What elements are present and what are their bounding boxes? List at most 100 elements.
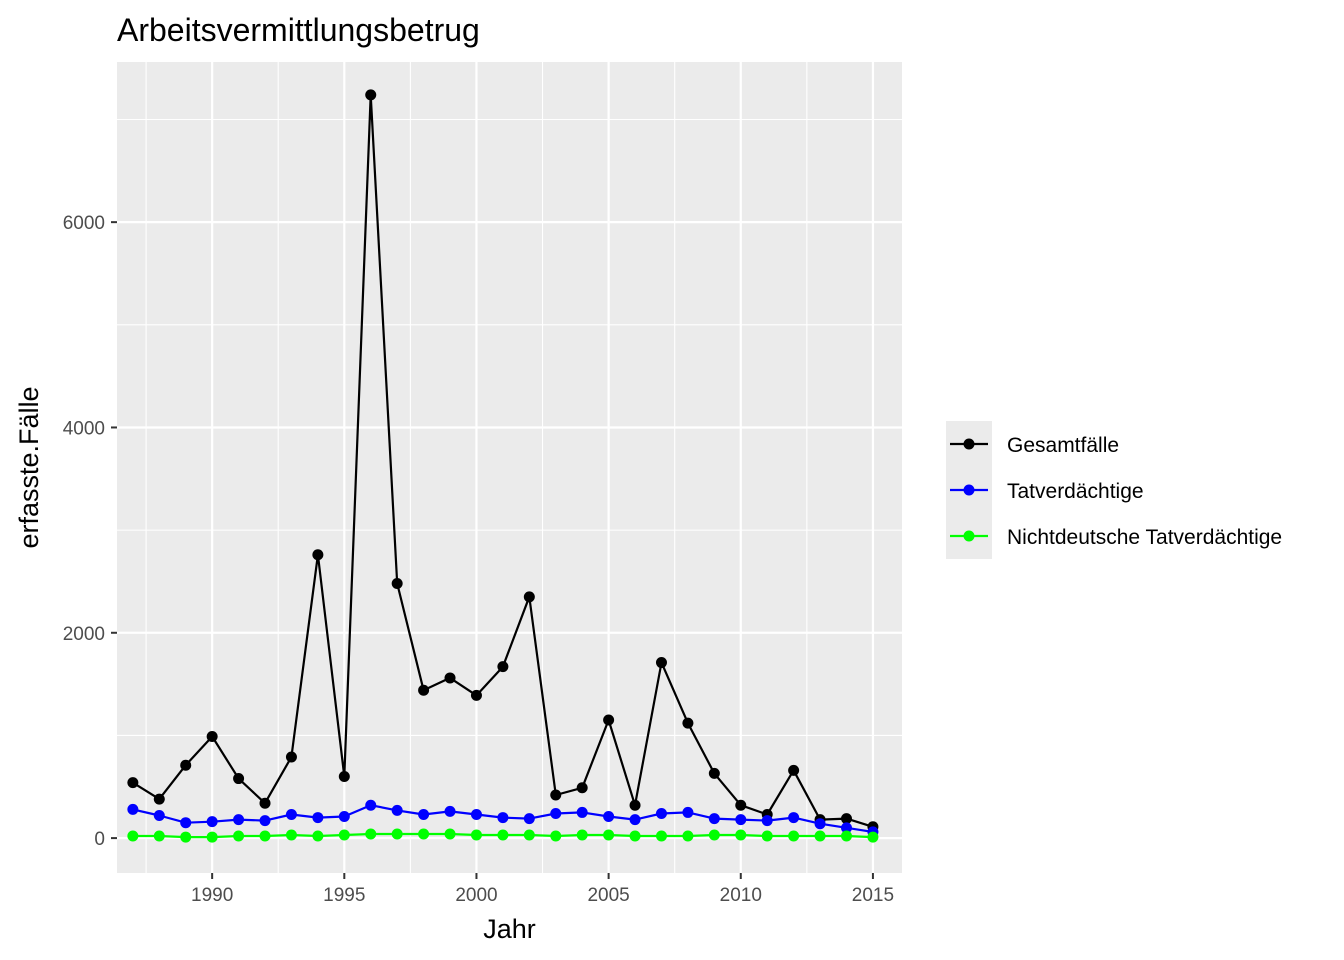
data-point [497,661,509,673]
data-point [550,807,562,819]
legend-key-point [963,484,975,496]
x-axis-title: Jahr [483,914,536,944]
data-point [206,831,218,843]
x-tick-label: 1990 [191,885,233,906]
data-point [840,822,852,834]
data-point [418,828,430,840]
y-tick-label: 6000 [63,213,105,234]
legend: Gesamtfälle Tatverdächtige Nichtdeutsche T… [946,421,1282,559]
plot-panel [117,62,902,873]
x-tick-label: 2010 [720,885,762,906]
data-point [391,578,403,590]
data-point [233,814,245,826]
y-axis-title: erfasste.Fälle [14,386,44,548]
legend-label: Gesamtfälle [1007,434,1119,457]
data-point [840,830,852,842]
data-point [127,830,139,842]
data-point [127,803,139,815]
data-point [233,773,245,785]
legend-key-point [963,438,975,450]
data-point [391,804,403,816]
data-point [497,829,509,841]
data-point [682,717,694,729]
legend-label: Nichtdeutsche Tatverdächtige [1007,526,1282,549]
data-point [259,830,271,842]
data-point [365,828,377,840]
series-layer [127,89,879,843]
data-point [206,730,218,742]
data-point [708,767,720,779]
data-point [708,829,720,841]
data-point [735,814,747,826]
data-point [444,828,456,840]
data-point [655,830,667,842]
data-point [682,806,694,818]
data-point [153,830,165,842]
data-point [444,672,456,684]
data-point [629,830,641,842]
legend-key-point [963,530,975,542]
data-point [603,811,615,823]
data-point [550,789,562,801]
data-point [735,829,747,841]
data-point [180,817,192,829]
data-point [153,810,165,822]
data-point [523,829,535,841]
data-point [259,815,271,827]
data-point [867,831,879,843]
major-gridlines [117,62,902,873]
data-point [840,813,852,825]
data-point [470,808,482,820]
data-point [655,657,667,669]
minor-gridlines [117,62,902,873]
chart-title: Arbeitsvermittlungsbetrug [117,12,480,48]
data-point [708,813,720,825]
data-point [576,782,588,794]
data-point [523,813,535,825]
data-point [418,808,430,820]
data-point [285,808,297,820]
x-tick-label: 1995 [323,885,365,906]
data-point [470,689,482,701]
data-point [338,811,350,823]
data-point [523,591,535,603]
y-axis: 0 2000 4000 6000 [63,213,117,850]
data-point [603,829,615,841]
data-point [127,777,139,789]
data-point [365,89,377,101]
data-point [788,764,800,776]
data-point [312,830,324,842]
data-point [814,830,826,842]
data-point [338,829,350,841]
x-tick-label: 2005 [587,885,629,906]
data-point [259,797,271,809]
data-point [233,830,245,842]
data-point [761,815,773,827]
data-point [655,807,667,819]
x-tick-label: 2000 [455,885,497,906]
data-point [365,799,377,811]
data-point [338,771,350,783]
data-point [735,799,747,811]
data-point [576,829,588,841]
data-point [788,830,800,842]
data-point [814,818,826,830]
x-tick-label: 2015 [852,885,894,906]
legend-label: Tatverdächtige [1007,480,1144,503]
data-point [312,549,324,561]
data-point [391,828,403,840]
data-point [682,830,694,842]
data-point [629,799,641,811]
data-point [788,812,800,824]
data-point [206,816,218,828]
y-tick-label: 4000 [63,418,105,439]
y-tick-label: 0 [94,829,105,850]
data-point [180,759,192,771]
data-point [444,805,456,817]
data-point [312,812,324,824]
data-point [470,829,482,841]
data-point [761,830,773,842]
data-point [153,793,165,805]
data-point [576,806,588,818]
